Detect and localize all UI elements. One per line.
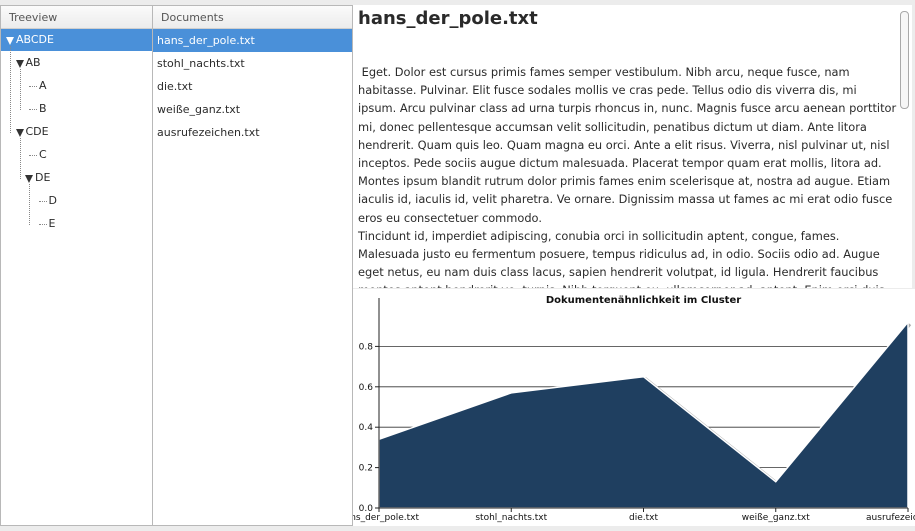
- document-body: Eget. Dolor est cursus primis fames semp…: [358, 65, 897, 288]
- tree-node-label: C: [39, 148, 47, 161]
- document-item[interactable]: ausrufezeichen.txt: [157, 126, 260, 139]
- x-tick-label: ausrufezeichen.txt: [866, 513, 915, 523]
- scrollbar-thumb[interactable]: [900, 11, 909, 109]
- document-viewer: hans_der_pole.txt Eget. Dolor est cursus…: [353, 5, 912, 288]
- y-tick-label: 0.8: [359, 342, 374, 352]
- document-item[interactable]: hans_der_pole.txt: [153, 29, 352, 52]
- tree-node-label: DE: [35, 171, 51, 184]
- y-tick-label: 0.6: [359, 383, 374, 393]
- treeview: ABCDE AB A B CDE C DE D E: [1, 29, 152, 289]
- expander-triangle-icon[interactable]: [6, 37, 14, 45]
- tree-node-label: CDE: [25, 125, 49, 138]
- similarity-chart: Dokumentenähnlichkeit im Cluster 0.0 0.2 0.…: [353, 289, 915, 526]
- y-tick-label: 0.4: [359, 423, 374, 433]
- document-item[interactable]: die.txt: [157, 80, 193, 93]
- document-title: hans_der_pole.txt: [358, 8, 538, 29]
- tree-node-a[interactable]: A: [1, 75, 152, 97]
- tree-connector: [29, 184, 30, 225]
- tree-node-label: E: [48, 217, 56, 230]
- expander-triangle-icon[interactable]: [25, 175, 33, 183]
- tree-connector: [29, 86, 37, 87]
- tree-connector: [19, 138, 21, 179]
- tree-node-d[interactable]: D: [1, 190, 152, 212]
- tree-node-label: A: [39, 79, 47, 92]
- tree-node-abcde[interactable]: ABCDE: [1, 29, 152, 51]
- document-item[interactable]: stohl_nachts.txt: [157, 57, 245, 70]
- tree-node-label: AB: [25, 56, 41, 69]
- y-tick-label: 0.2: [359, 464, 373, 474]
- documents-panel: Documents hans_der_pole.txt stohl_nachts.…: [152, 5, 353, 526]
- chart-title: Dokumentenähnlichkeit im Cluster: [546, 295, 741, 306]
- treeview-panel: Treeview ABCDE AB A B CDE C DE D E: [0, 5, 153, 526]
- tree-connector: [19, 69, 21, 110]
- tree-connector: [29, 155, 37, 156]
- tree-connector: [29, 109, 37, 110]
- documents-header[interactable]: Documents: [153, 6, 352, 29]
- document-item[interactable]: weiße_ganz.txt: [157, 103, 241, 116]
- tree-node-label: B: [39, 102, 47, 115]
- x-tick-label: hans_der_pole.txt: [353, 513, 419, 523]
- x-tick-label: weiße_ganz.txt: [742, 513, 810, 523]
- tree-node-label: D: [48, 194, 57, 207]
- chart-canvas: Dokumentenähnlichkeit im Cluster 0.0 0.2 0.…: [353, 295, 915, 523]
- tree-connector: [10, 46, 11, 133]
- tree-node-e[interactable]: E: [1, 213, 152, 235]
- y-tick-label: 0.0: [359, 504, 374, 514]
- tree-connector: [38, 224, 47, 225]
- tree-node-ab[interactable]: AB: [1, 52, 152, 74]
- tree-node-de[interactable]: DE: [1, 167, 152, 189]
- expander-triangle-icon[interactable]: [15, 129, 24, 137]
- expander-triangle-icon[interactable]: [15, 60, 24, 68]
- area-series: [378, 320, 909, 509]
- tree-node-cde[interactable]: CDE: [1, 121, 152, 143]
- tree-node-c[interactable]: C: [1, 144, 152, 166]
- tree-connector: [38, 201, 47, 202]
- tree-node-label: ABCDE: [16, 33, 54, 46]
- treeview-header[interactable]: Treeview: [1, 6, 152, 29]
- x-tick-label: stohl_nachts.txt: [475, 513, 547, 523]
- x-tick-label: die.txt: [629, 513, 658, 523]
- tree-node-b[interactable]: B: [1, 98, 152, 120]
